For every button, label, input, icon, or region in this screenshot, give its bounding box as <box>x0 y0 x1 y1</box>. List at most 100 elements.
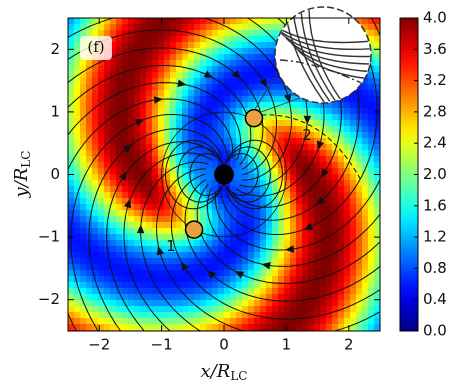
heatmap-cell <box>296 132 303 139</box>
heatmap-cell <box>104 18 111 25</box>
heatmap-cell <box>68 258 75 265</box>
heatmap-cell <box>122 180 129 187</box>
heatmap-cell <box>272 240 279 247</box>
heatmap-cell <box>356 222 363 229</box>
heatmap-cell <box>350 258 357 265</box>
heatmap-cell <box>332 174 339 181</box>
heatmap-cell <box>338 168 345 175</box>
heatmap-cell <box>272 324 279 331</box>
heatmap-cell <box>236 222 243 229</box>
heatmap-cell <box>332 222 339 229</box>
field-arrow <box>231 70 241 79</box>
heatmap-cell <box>170 84 177 91</box>
heatmap-cell <box>356 276 363 283</box>
heatmap-cell <box>194 258 201 265</box>
heatmap-cell <box>134 102 141 109</box>
heatmap-cell <box>362 288 369 295</box>
heatmap-cell <box>164 240 171 247</box>
field-line <box>184 179 380 302</box>
field-line <box>214 18 380 251</box>
heatmap-cell <box>134 42 141 49</box>
heatmap-cell <box>206 102 213 109</box>
heatmap-cell <box>254 42 261 49</box>
heatmap-cell <box>230 162 237 169</box>
panel-label-box <box>80 36 112 60</box>
field-line <box>231 18 342 208</box>
heatmap-cell <box>332 210 339 217</box>
heatmap-cell <box>68 174 75 181</box>
heatmap-cell <box>314 150 321 157</box>
heatmap-cell <box>356 120 363 127</box>
heatmap-cell <box>110 102 117 109</box>
heatmap-cell <box>248 66 255 73</box>
heatmap-cell <box>362 138 369 145</box>
heatmap-cell <box>224 132 231 139</box>
heatmap-cell <box>218 18 225 25</box>
heatmap-cell <box>212 60 219 67</box>
heatmap-cell <box>152 240 159 247</box>
heatmap-cell <box>188 126 195 133</box>
heatmap-cell <box>146 84 153 91</box>
heatmap-cell <box>236 54 243 61</box>
heatmap-cell <box>134 228 141 235</box>
heatmap-cell <box>254 282 261 289</box>
heatmap-cell <box>110 210 117 217</box>
heatmap-cell <box>332 102 339 109</box>
heatmap-cell <box>68 150 75 157</box>
heatmap-cell <box>182 18 189 25</box>
heatmap-cell <box>170 132 177 139</box>
heatmap-cell <box>92 318 99 325</box>
heatmap-cell <box>224 264 231 271</box>
heatmap-cell <box>236 234 243 241</box>
heatmap-cell <box>248 240 255 247</box>
heatmap-cell <box>254 276 261 283</box>
heatmap-cell <box>128 180 135 187</box>
heatmap-cell <box>146 240 153 247</box>
heatmap-cell <box>182 78 189 85</box>
heatmap-cell <box>176 210 183 217</box>
heatmap-cell <box>134 216 141 223</box>
heatmap-cell <box>80 258 87 265</box>
heatmap-cell <box>302 102 309 109</box>
heatmap-cell <box>290 156 297 163</box>
heatmap-cell <box>278 96 285 103</box>
heatmap-cell <box>206 282 213 289</box>
heatmap-cell <box>284 18 291 25</box>
heatmap-cell <box>332 186 339 193</box>
heatmap-cell <box>134 138 141 145</box>
heatmap-cell <box>218 282 225 289</box>
field-line <box>68 98 234 331</box>
heatmap-cell <box>374 180 380 187</box>
heatmap-cell <box>374 276 380 283</box>
heatmap-cell <box>350 216 357 223</box>
heatmap-cell <box>314 192 321 199</box>
heatmap-cell <box>230 60 237 67</box>
heatmap-cell <box>236 180 243 187</box>
heatmap-cell <box>326 270 333 277</box>
heatmap-cell <box>362 192 369 199</box>
heatmap-cell <box>260 258 267 265</box>
heatmap-cell <box>200 294 207 301</box>
heatmap-cell <box>206 228 213 235</box>
heatmap-cell <box>236 18 243 25</box>
heatmap-cell <box>308 150 315 157</box>
heatmap-cell <box>236 300 243 307</box>
heatmap-cell <box>242 264 249 271</box>
heatmap-cell <box>128 24 135 31</box>
heatmap-cell <box>176 138 183 145</box>
heatmap-cell <box>236 216 243 223</box>
heatmap-cell <box>92 78 99 85</box>
heatmap-cell <box>338 300 345 307</box>
heatmap-cell <box>302 300 309 307</box>
heatmap-cell <box>374 72 380 79</box>
heatmap-cell <box>314 300 321 307</box>
heatmap-cell <box>242 312 249 319</box>
heatmap-cell <box>158 246 165 253</box>
heatmap-cell <box>170 264 177 271</box>
field-line <box>68 47 264 170</box>
heatmap-cell <box>266 78 273 85</box>
heatmap-cell <box>230 276 237 283</box>
heatmap-cell <box>338 204 345 211</box>
heatmap-cell <box>254 36 261 43</box>
heatmap-cell <box>104 282 111 289</box>
